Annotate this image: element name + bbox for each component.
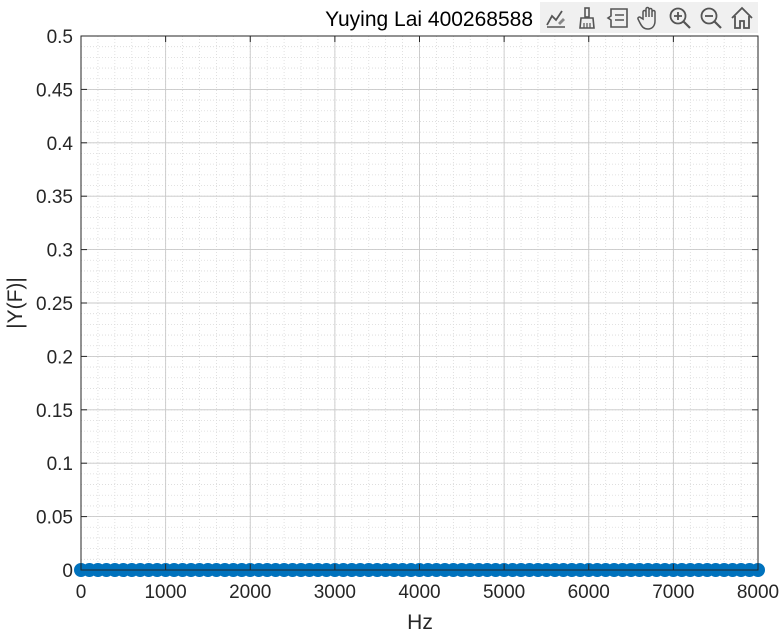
home-icon — [730, 6, 753, 29]
y-tick-label: 0.25 — [36, 294, 73, 315]
x-tick-label: 7000 — [652, 582, 694, 603]
x-tick-label: 2000 — [229, 582, 271, 603]
pan-hand-icon — [636, 6, 656, 30]
y-tick-label: 0.15 — [36, 401, 73, 422]
y-axis-label: |Y(F)| — [4, 277, 27, 329]
x-tick-label: 6000 — [568, 582, 610, 603]
y-tick-label: 0.3 — [47, 241, 73, 262]
home-button[interactable] — [726, 2, 757, 33]
brush-data-button[interactable] — [540, 2, 571, 33]
zoom-in-button[interactable] — [664, 2, 695, 33]
paintbrush-icon — [578, 6, 595, 29]
zoom-out-button[interactable] — [695, 2, 726, 33]
x-tick-label: 8000 — [737, 582, 779, 603]
x-axis-label: Hz — [407, 611, 433, 632]
tick-marks — [80, 35, 759, 571]
pan-button[interactable] — [633, 2, 664, 33]
y-tick-labels: 0 0.05 0.1 0.15 0.2 0.25 0.3 0.35 0.4 0.45 0.5 — [36, 27, 73, 582]
x-tick-label: 3000 — [314, 582, 356, 603]
data-tips-icon — [606, 7, 628, 28]
y-tick-label: 0.2 — [47, 347, 73, 368]
paintbrush-button[interactable] — [571, 2, 602, 33]
y-tick-label: 0 — [62, 561, 73, 582]
y-tick-label: 0.35 — [36, 187, 73, 208]
x-tick-label: 4000 — [398, 582, 440, 603]
axes-toolbar — [540, 2, 758, 33]
brush-data-icon — [545, 10, 565, 28]
y-tick-label: 0.45 — [36, 80, 73, 101]
chart-title: Yuying Lai 400268588 — [325, 8, 533, 31]
x-tick-label: 1000 — [144, 582, 186, 603]
x-tick-label: 0 — [76, 582, 87, 603]
y-tick-label: 0.05 — [36, 508, 73, 529]
y-tick-label: 0.4 — [47, 134, 74, 155]
zoom-in-icon — [669, 7, 691, 29]
zoom-out-icon — [700, 7, 722, 29]
y-tick-label: 0.5 — [47, 27, 73, 48]
x-tick-label: 5000 — [483, 582, 525, 603]
plot-area: 0 1000 2000 3000 4000 5000 6000 7000 8000 00.050… — [36, 27, 779, 603]
x-tick-labels: 0 1000 2000 3000 4000 5000 6000 7000 8000 — [76, 582, 779, 603]
data-tips-button[interactable] — [602, 2, 633, 33]
y-tick-label: 0.1 — [47, 454, 73, 475]
